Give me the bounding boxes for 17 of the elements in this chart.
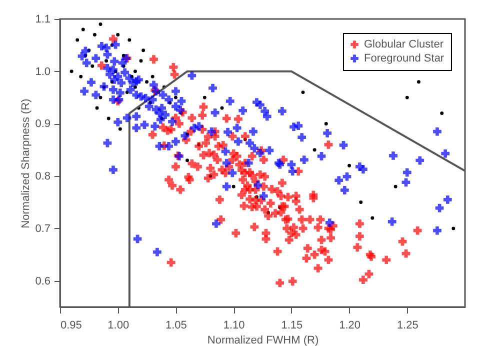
y-axis-title: Normalized Sharpness (R) (20, 98, 32, 228)
y-tick-label: 1.0 (35, 66, 50, 78)
y-tick-label: 0.7 (35, 222, 50, 235)
x-tick-label: 1.25 (396, 320, 418, 332)
legend-label: Globular Cluster (364, 38, 444, 50)
x-tick-label: 1.15 (281, 320, 303, 332)
legend-label: Foreground Star (364, 52, 444, 64)
x-tick-label: 1.20 (339, 320, 360, 332)
x-tick-label: 0.95 (60, 320, 82, 332)
y-tick-label: 0.9 (35, 118, 50, 130)
y-tick-label: 0.8 (35, 170, 50, 183)
x-tick-label: 1.10 (223, 320, 245, 332)
y-tick-label: 0.6 (35, 275, 50, 288)
y-tick-label: 1.1 (35, 14, 50, 26)
x-axis-title: Normalized FWHM (R) (207, 334, 319, 346)
x-tick-label: 1.05 (166, 320, 187, 332)
x-tick-label: 1.00 (108, 320, 130, 332)
